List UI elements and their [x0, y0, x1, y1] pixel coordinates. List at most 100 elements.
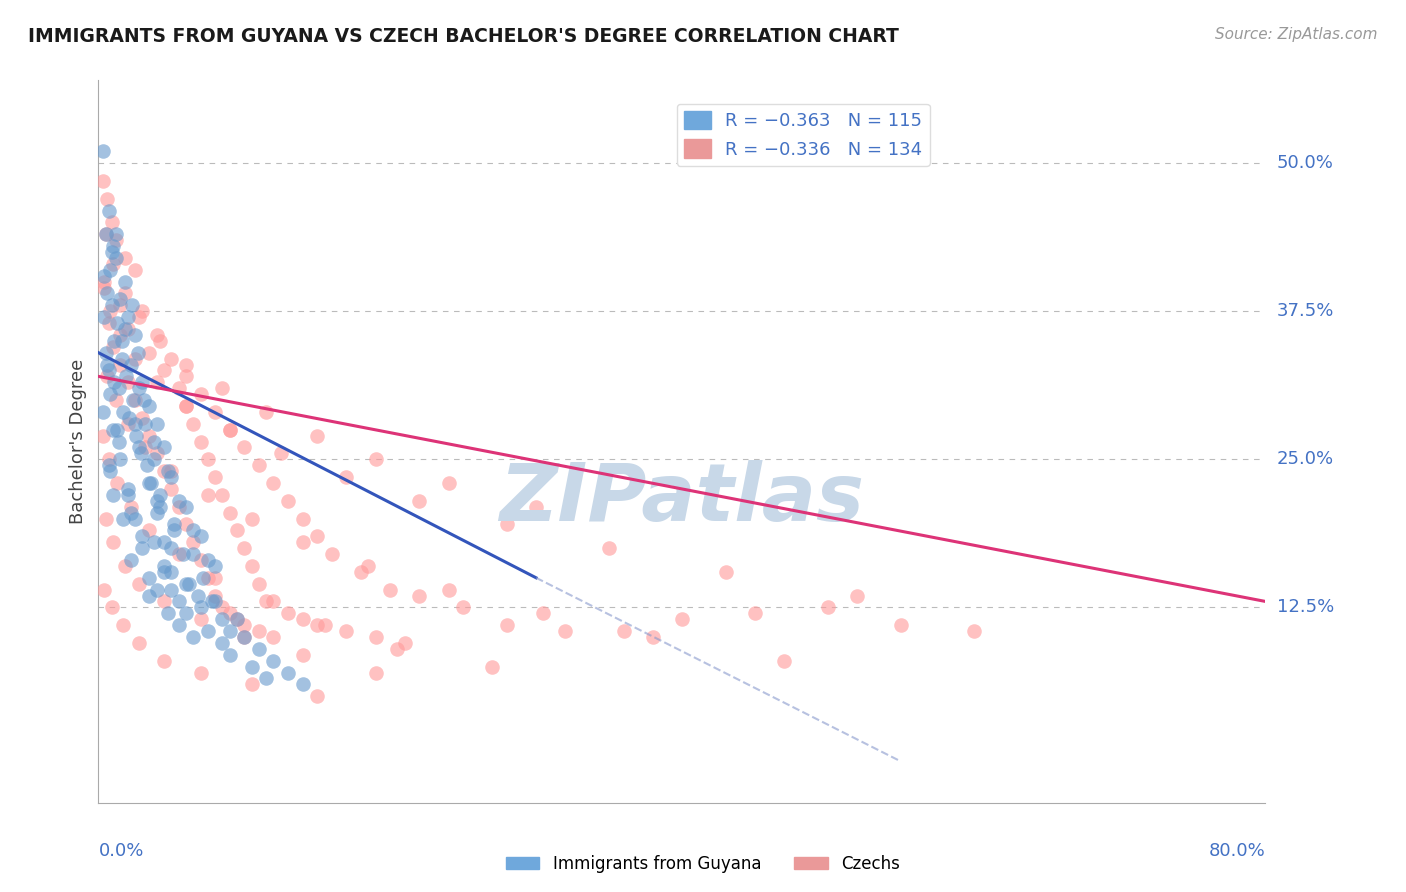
- Point: [167, 381, 190, 395]
- Point: [131, 541, 153, 556]
- Point: [481, 659, 503, 673]
- Point: [94, 511, 117, 525]
- Point: [270, 446, 292, 460]
- Point: [226, 524, 249, 538]
- Point: [218, 506, 240, 520]
- Point: [112, 511, 135, 525]
- Point: [100, 600, 122, 615]
- Point: [846, 589, 869, 603]
- Point: [962, 624, 984, 638]
- Point: [291, 677, 314, 691]
- Point: [218, 423, 240, 437]
- Point: [91, 428, 114, 442]
- Point: [172, 547, 194, 561]
- Point: [364, 452, 387, 467]
- Point: [204, 594, 226, 608]
- Text: 80.0%: 80.0%: [1209, 842, 1265, 860]
- Point: [277, 607, 299, 621]
- Point: [122, 393, 145, 408]
- Point: [114, 322, 136, 336]
- Point: [167, 594, 190, 608]
- Point: [128, 576, 150, 591]
- Point: [149, 488, 172, 502]
- Text: 0.0%: 0.0%: [98, 842, 143, 860]
- Point: [218, 624, 240, 638]
- Point: [291, 612, 314, 626]
- Point: [120, 506, 142, 520]
- Point: [112, 618, 135, 632]
- Point: [350, 565, 373, 579]
- Point: [357, 558, 380, 573]
- Point: [134, 417, 156, 431]
- Point: [114, 275, 136, 289]
- Point: [233, 630, 256, 644]
- Point: [124, 262, 146, 277]
- Point: [138, 428, 160, 442]
- Point: [554, 624, 576, 638]
- Point: [671, 612, 693, 626]
- Point: [104, 251, 127, 265]
- Text: 25.0%: 25.0%: [1277, 450, 1334, 468]
- Point: [108, 434, 131, 449]
- Point: [94, 227, 117, 242]
- Point: [100, 215, 122, 229]
- Point: [111, 351, 134, 366]
- Text: IMMIGRANTS FROM GUYANA VS CZECH BACHELOR'S DEGREE CORRELATION CHART: IMMIGRANTS FROM GUYANA VS CZECH BACHELOR…: [28, 27, 898, 45]
- Point: [394, 636, 416, 650]
- Point: [91, 145, 114, 159]
- Point: [174, 369, 197, 384]
- Point: [254, 594, 277, 608]
- Point: [146, 506, 169, 520]
- Point: [190, 600, 212, 615]
- Point: [131, 529, 153, 543]
- Point: [167, 618, 190, 632]
- Point: [138, 345, 160, 359]
- Point: [157, 607, 180, 621]
- Point: [153, 654, 176, 668]
- Point: [101, 535, 124, 549]
- Point: [153, 594, 176, 608]
- Point: [103, 376, 125, 390]
- Point: [524, 500, 547, 514]
- Point: [307, 529, 329, 543]
- Point: [104, 393, 127, 408]
- Point: [112, 405, 135, 419]
- Point: [153, 558, 176, 573]
- Text: Source: ZipAtlas.com: Source: ZipAtlas.com: [1215, 27, 1378, 42]
- Point: [104, 227, 127, 242]
- Point: [142, 434, 165, 449]
- Point: [496, 618, 519, 632]
- Point: [127, 345, 149, 359]
- Point: [451, 600, 474, 615]
- Point: [240, 659, 263, 673]
- Point: [247, 641, 270, 656]
- Point: [160, 565, 183, 579]
- Point: [101, 488, 124, 502]
- Point: [110, 452, 132, 467]
- Point: [204, 558, 226, 573]
- Point: [117, 417, 139, 431]
- Point: [263, 630, 285, 644]
- Point: [641, 630, 664, 644]
- Point: [131, 304, 153, 318]
- Point: [613, 624, 636, 638]
- Point: [204, 589, 226, 603]
- Point: [117, 482, 139, 496]
- Point: [160, 582, 183, 597]
- Point: [437, 475, 460, 490]
- Point: [131, 410, 153, 425]
- Point: [190, 612, 212, 626]
- Point: [174, 399, 197, 413]
- Point: [197, 624, 219, 638]
- Point: [226, 612, 249, 626]
- Point: [120, 358, 142, 372]
- Point: [187, 589, 209, 603]
- Point: [97, 203, 120, 218]
- Point: [94, 227, 117, 242]
- Point: [149, 500, 172, 514]
- Point: [114, 286, 136, 301]
- Point: [364, 665, 387, 680]
- Point: [100, 245, 122, 260]
- Point: [121, 298, 143, 312]
- Point: [128, 310, 150, 325]
